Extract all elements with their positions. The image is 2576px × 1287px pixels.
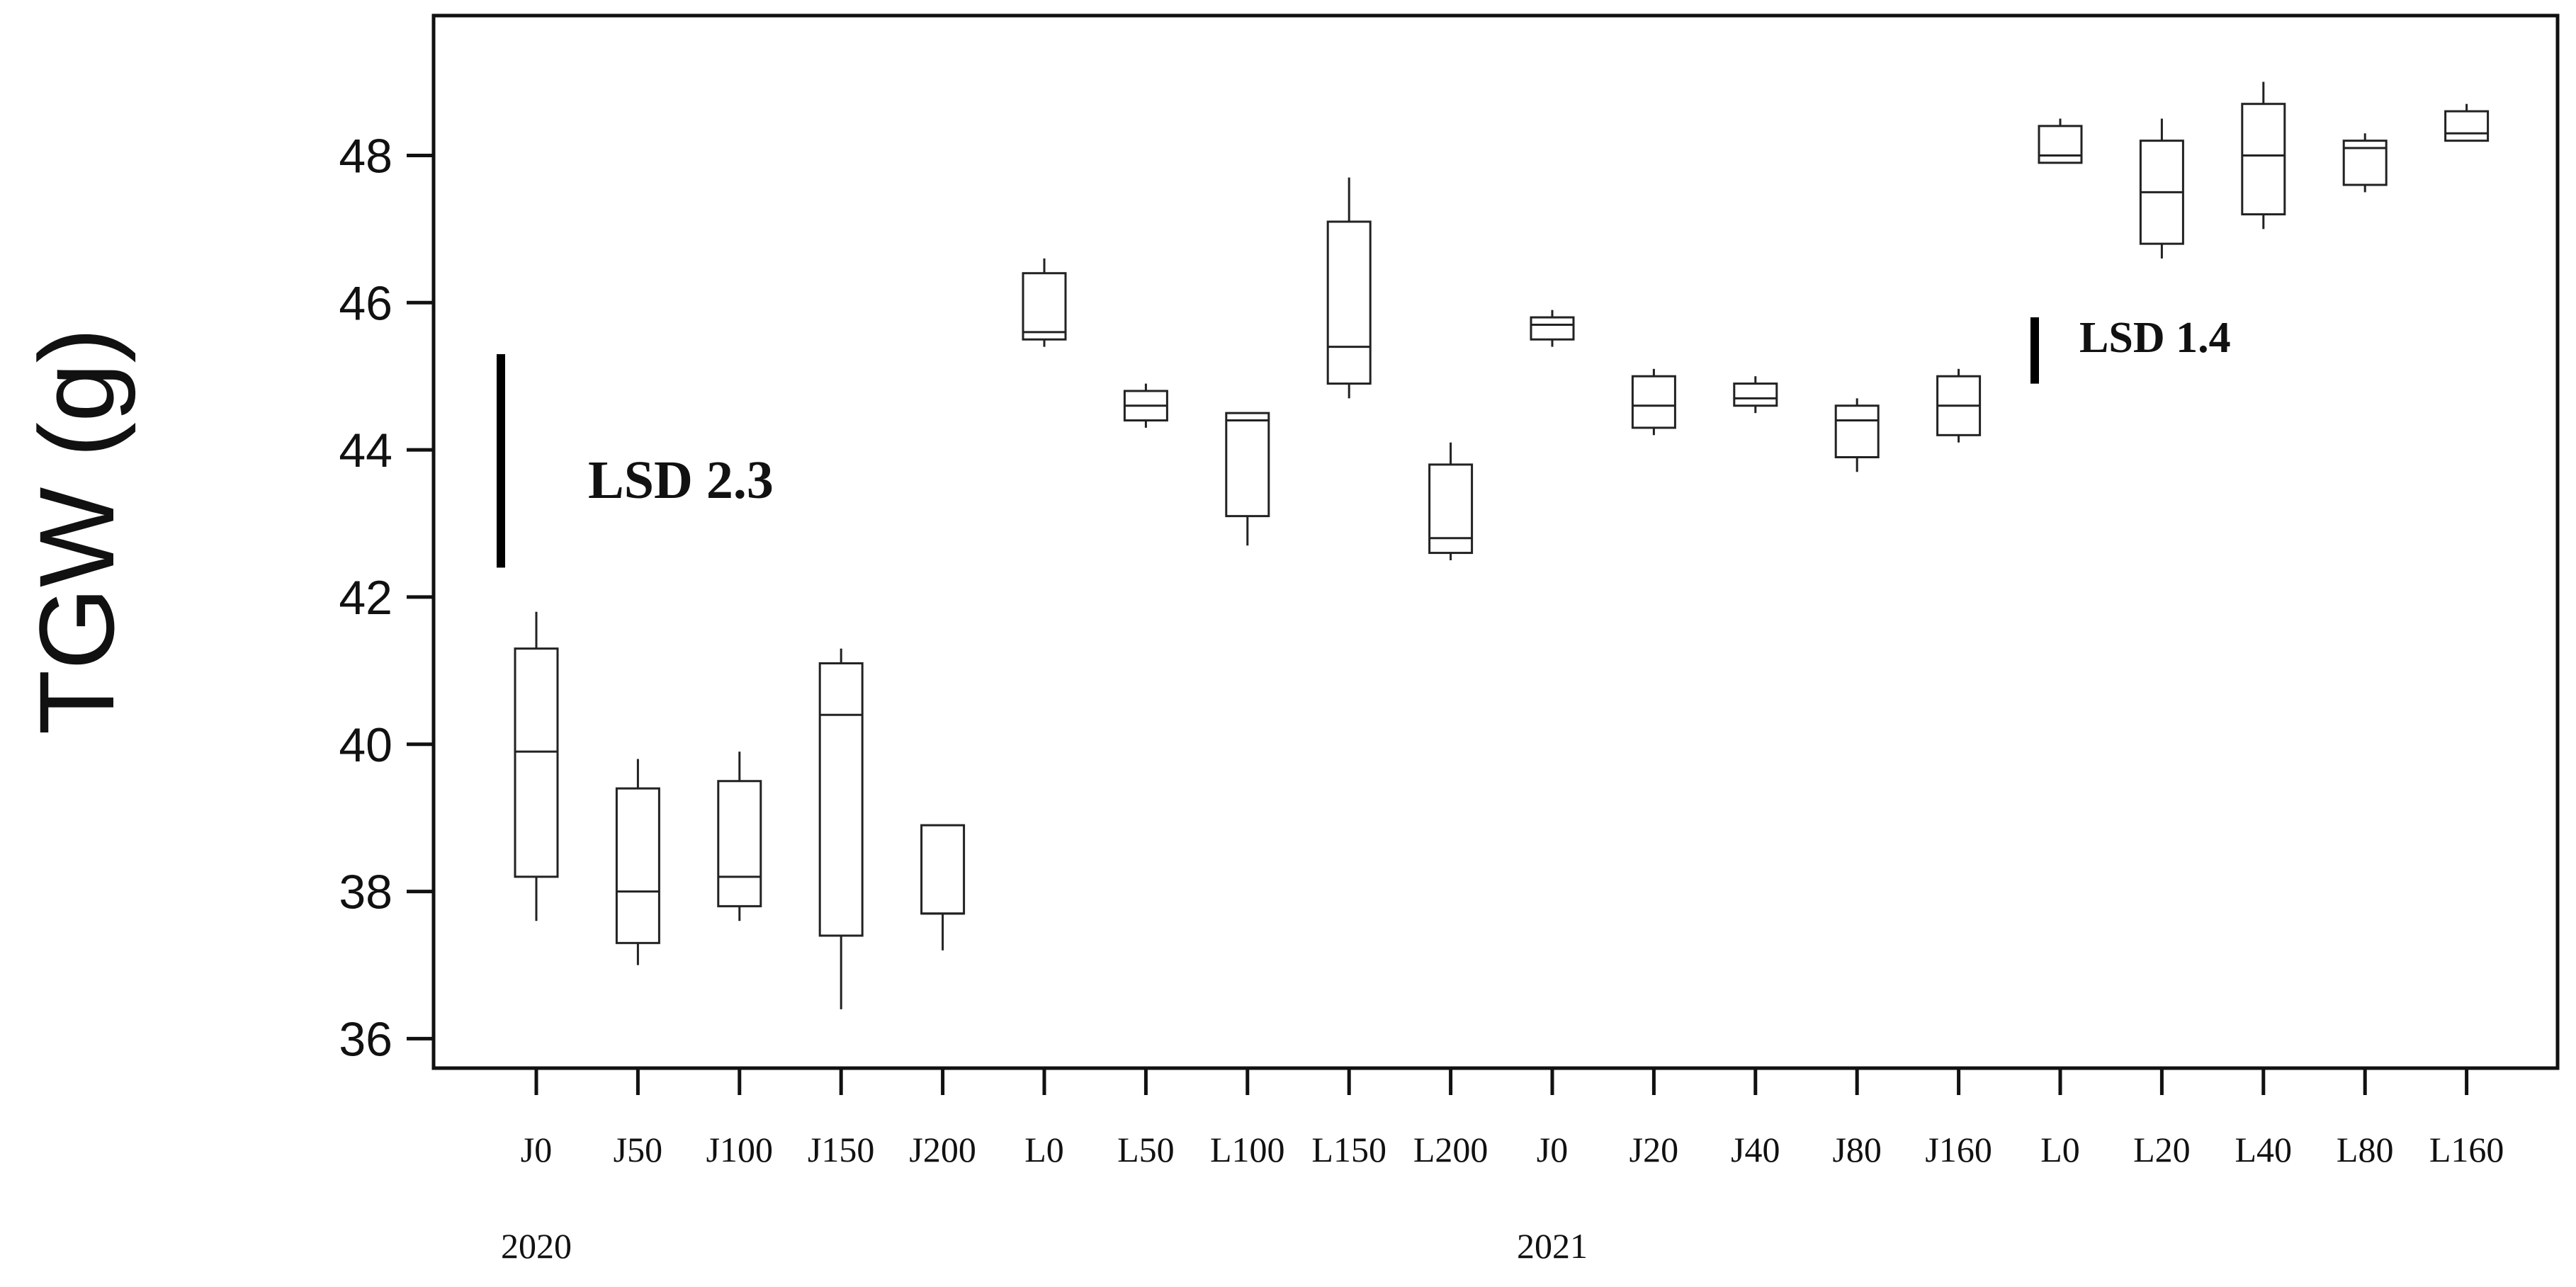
box-iqr — [1225, 412, 1270, 518]
box-iqr — [1326, 220, 1372, 385]
box-l80-18 — [2342, 133, 2388, 193]
x-tick-label: L160 — [2429, 1130, 2504, 1169]
y-tick-label: 48 — [339, 129, 392, 183]
box-l0-5 — [1022, 258, 1067, 347]
box-l160-19 — [2444, 103, 2490, 142]
box-j50-1 — [615, 759, 660, 965]
y-tick-label: 40 — [339, 718, 392, 772]
box-iqr — [2444, 110, 2490, 142]
y-tick-label: 46 — [339, 276, 392, 330]
box-j80-13 — [1834, 398, 1880, 472]
x-tick-label: L50 — [1117, 1130, 1175, 1169]
x-tick-label: L40 — [2235, 1130, 2293, 1169]
box-iqr — [615, 787, 660, 944]
box-j40-12 — [1733, 376, 1778, 414]
x-tick-label: L150 — [1311, 1130, 1386, 1169]
x-tick-label: L80 — [2337, 1130, 2394, 1169]
x-tick-label: L0 — [1024, 1130, 1064, 1169]
y-tick-label: 42 — [339, 571, 392, 625]
plot-frame — [431, 13, 2560, 1070]
box-l20-16 — [2139, 118, 2184, 259]
x-axis: J0 J50 J100 J150 J200 L0 L50 L100 L150 L200 J0 J20 J… — [521, 1068, 2504, 1169]
box-iqr — [1428, 463, 1474, 555]
x-tick-label: J100 — [706, 1130, 773, 1169]
box-j20-11 — [1631, 368, 1676, 436]
x-tick-label: J20 — [1629, 1130, 1678, 1169]
box-j200-4 — [920, 824, 966, 951]
x-tick-label: J40 — [1731, 1130, 1780, 1169]
lsd-label: LSD 2.3 — [588, 450, 774, 510]
y-tick-label: 36 — [339, 1012, 392, 1066]
box-iqr — [818, 662, 864, 937]
box-j0-10 — [1530, 310, 1575, 347]
box-j0-0 — [514, 611, 559, 922]
plot-area — [514, 81, 2490, 1009]
x-tick-label: J160 — [1925, 1130, 1992, 1169]
box-iqr — [1834, 404, 1880, 458]
box-l40-17 — [2241, 81, 2286, 229]
box-iqr — [717, 780, 762, 907]
x-tick-label: L100 — [1210, 1130, 1285, 1169]
y-tick-label: 38 — [339, 866, 392, 919]
lsd-annotation-1: LSD 2.3 — [497, 354, 962, 568]
year-label: 2021 — [1517, 1226, 1588, 1266]
box-iqr — [1631, 375, 1676, 429]
x-tick-label: J200 — [909, 1130, 976, 1169]
box-l200-9 — [1428, 442, 1474, 560]
x-tick-label: J150 — [808, 1130, 874, 1169]
box-j150-3 — [818, 648, 864, 1009]
box-iqr — [1530, 316, 1575, 341]
box-j160-14 — [1936, 368, 1982, 443]
x-tick-label: L20 — [2133, 1130, 2191, 1169]
box-iqr — [920, 824, 966, 915]
lsd-annotation-2: LSD 1.4 — [2030, 290, 2338, 390]
y-axis-label: TGW (g) — [17, 328, 136, 735]
lsd-label-background — [544, 404, 962, 542]
lsd-label: LSD 1.4 — [2079, 314, 2231, 362]
lsd-annotations: LSD 2.3 LSD 1.4 — [497, 290, 2338, 568]
lsd-label-background — [2058, 290, 2338, 390]
box-iqr — [2038, 125, 2083, 164]
year-label: 2020 — [501, 1226, 572, 1266]
box-j100-2 — [717, 752, 762, 922]
x-tick-label: J0 — [1537, 1130, 1568, 1169]
x-tick-label: L0 — [2040, 1130, 2080, 1169]
box-l150-8 — [1326, 177, 1372, 399]
box-l100-7 — [1225, 412, 1270, 546]
box-iqr — [2241, 103, 2286, 216]
x-tick-label: J0 — [521, 1130, 552, 1169]
y-axis: 36 38 40 42 44 46 48 — [339, 129, 434, 1066]
box-l50-6 — [1123, 383, 1168, 428]
axes-frame — [431, 13, 2560, 1070]
box-iqr — [1733, 382, 1778, 407]
x-tick-label: J80 — [1832, 1130, 1881, 1169]
box-l0-15 — [2038, 118, 2083, 164]
group-labels: 2020 2021 — [501, 1226, 1588, 1266]
box-iqr — [1022, 272, 1067, 341]
x-tick-label: L200 — [1413, 1130, 1488, 1169]
y-tick-label: 44 — [339, 424, 392, 477]
box-iqr — [514, 647, 559, 878]
x-tick-label: J50 — [614, 1130, 662, 1169]
